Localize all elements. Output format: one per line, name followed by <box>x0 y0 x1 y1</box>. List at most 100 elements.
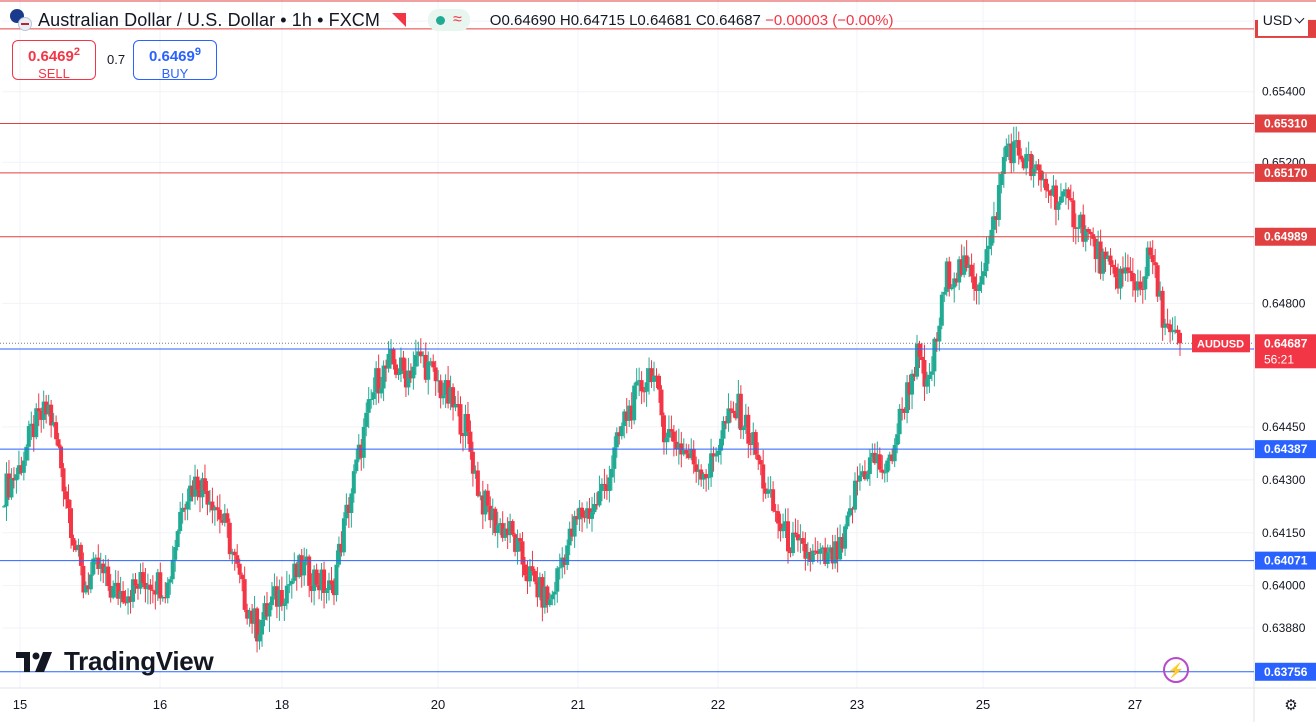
candle-down <box>133 579 138 586</box>
candle-down <box>227 522 232 555</box>
candle-down <box>1039 170 1044 181</box>
buy-button[interactable]: 0.64699 BUY <box>133 40 217 81</box>
candle-down <box>540 577 545 608</box>
candle-up <box>647 368 652 383</box>
candle-down <box>446 380 451 404</box>
candle-up <box>857 475 862 482</box>
support-level-label: 0.64387 <box>1264 442 1308 456</box>
candle-down <box>738 393 743 431</box>
candle-up <box>118 590 123 599</box>
candle-down <box>659 389 664 416</box>
candle-up <box>751 432 756 446</box>
candle-down <box>1111 264 1116 268</box>
candle-down <box>322 569 327 593</box>
candle-down <box>451 387 456 408</box>
candle-up <box>999 173 1004 186</box>
candle-down <box>294 563 299 578</box>
candle-up <box>572 516 577 537</box>
candle-up <box>927 374 932 379</box>
candle-down <box>408 370 413 379</box>
candle-up <box>892 444 897 462</box>
candle-down <box>215 507 220 510</box>
candle-up <box>1143 276 1148 290</box>
candle-down <box>629 405 634 421</box>
candle-down <box>778 523 783 532</box>
lightning-icon[interactable]: ⚡ <box>1163 657 1189 683</box>
candle-up <box>1034 164 1039 169</box>
candle-up <box>984 249 989 272</box>
candle-down <box>872 452 877 464</box>
symbol-title[interactable]: Australian Dollar / U.S. Dollar • 1h • F… <box>38 9 381 30</box>
candle-up <box>798 538 803 541</box>
status-pill[interactable]: ≈ <box>428 9 470 31</box>
candle-up <box>1083 228 1088 242</box>
candle-down <box>235 555 240 564</box>
candle-down <box>1066 189 1071 199</box>
currency-label: USD <box>1262 12 1293 28</box>
candle-down <box>148 584 153 590</box>
buy-label: BUY <box>161 66 189 81</box>
candle-up <box>577 507 582 520</box>
candle-down <box>163 596 168 599</box>
candle-down <box>11 477 16 481</box>
candle-up <box>292 563 297 581</box>
candle-up <box>1061 191 1066 197</box>
candle-down <box>475 470 480 496</box>
buy-price-pip: 9 <box>194 46 201 58</box>
candle-up <box>952 278 957 288</box>
currency-selector[interactable]: USD <box>1258 4 1308 36</box>
candle-up <box>860 471 865 476</box>
support-level-label-bg <box>1255 551 1316 570</box>
candle-up <box>766 490 771 494</box>
candle-up <box>885 460 890 473</box>
candle-down <box>994 216 999 220</box>
candle-down <box>56 439 61 447</box>
candle-up <box>949 287 954 290</box>
candle-up <box>29 423 34 427</box>
candle-down <box>71 538 76 546</box>
candle-down <box>1108 255 1113 265</box>
candle-down <box>64 491 69 500</box>
candle-up <box>590 512 594 519</box>
candle-down <box>815 550 820 554</box>
candle-down <box>855 480 860 482</box>
candle-down <box>669 429 674 432</box>
candle-up <box>701 474 706 480</box>
candle-up <box>612 447 617 469</box>
candle-down <box>917 343 922 357</box>
candle-down <box>788 551 793 554</box>
candle-down <box>510 521 515 535</box>
candle-up <box>34 408 39 438</box>
candle-down <box>624 411 629 421</box>
candle-up <box>21 460 26 473</box>
candle-up <box>289 580 294 585</box>
candle-up <box>619 426 624 437</box>
candle-up <box>364 412 369 427</box>
y-tick-label: 0.63880 <box>1262 621 1306 635</box>
data-delay-icon: ≈ <box>453 11 462 28</box>
candle-down <box>800 538 805 544</box>
candle-down <box>220 519 225 523</box>
candle-up <box>88 574 93 590</box>
candle-up <box>4 473 9 507</box>
candle-down <box>317 584 322 591</box>
candle-down <box>274 586 279 607</box>
candle-up <box>463 414 468 437</box>
candle-down <box>1093 238 1098 260</box>
candle-up <box>924 378 929 387</box>
resistance-level-label-bg <box>1255 114 1316 133</box>
gear-icon[interactable]: ⚙ <box>1284 697 1298 714</box>
candle-up <box>41 401 46 420</box>
sell-button[interactable]: 0.64692 SELL <box>12 40 96 81</box>
candle-up <box>1014 140 1019 142</box>
candle-down <box>513 534 518 552</box>
candle-down <box>264 603 269 617</box>
candle-down <box>748 443 753 446</box>
candle-up <box>560 557 565 568</box>
candle-down <box>190 485 195 497</box>
chart-header: Australian Dollar / U.S. Dollar • 1h • F… <box>10 9 894 31</box>
candle-up <box>406 370 411 388</box>
candle-down <box>535 581 540 598</box>
candle-up <box>1145 247 1150 277</box>
